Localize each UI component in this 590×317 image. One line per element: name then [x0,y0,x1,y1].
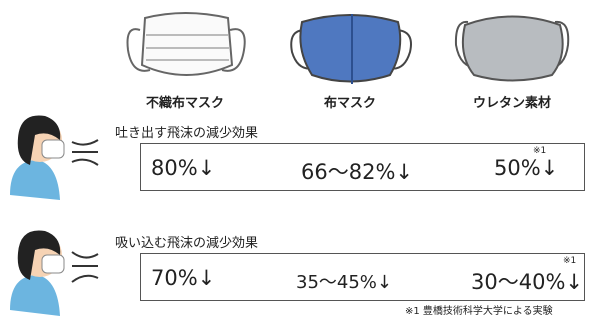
row-title: 吸い込む飛沫の減少効果 [115,232,258,251]
value: 30〜40%↓ [471,266,583,296]
person-exhale-icon [10,115,98,200]
row-title: 吐き出す飛沫の減少効果 [115,122,258,141]
mask-label: ウレタン素材 [452,92,572,111]
person-inhale-icon [10,230,98,316]
value-box: 70%↓ 35〜45%↓ 30〜40%↓ ※1 [140,253,585,301]
urethane-mask-icon [456,17,568,81]
value-box: 80%↓ 66〜82%↓ 50%↓ ※1 [140,143,585,191]
page: {"masks":[{"label":"不織布マスク"},{"label":"布… [0,0,590,316]
value: 80%↓ [151,156,215,180]
value: 50%↓ [494,156,558,180]
mask-label: 布マスク [290,92,410,111]
cloth-mask-icon [291,14,411,84]
value: 70%↓ [151,266,215,290]
value: 66〜82%↓ [301,156,413,186]
value: 35〜45%↓ [296,268,392,294]
footnote: ※1 豊橋技術科学大学による実験 [405,302,553,317]
mask-label: 不織布マスク [125,92,245,111]
nonwoven-mask-icon [128,13,245,75]
note-mark: ※1 [533,146,546,156]
note-mark: ※1 [563,256,576,266]
